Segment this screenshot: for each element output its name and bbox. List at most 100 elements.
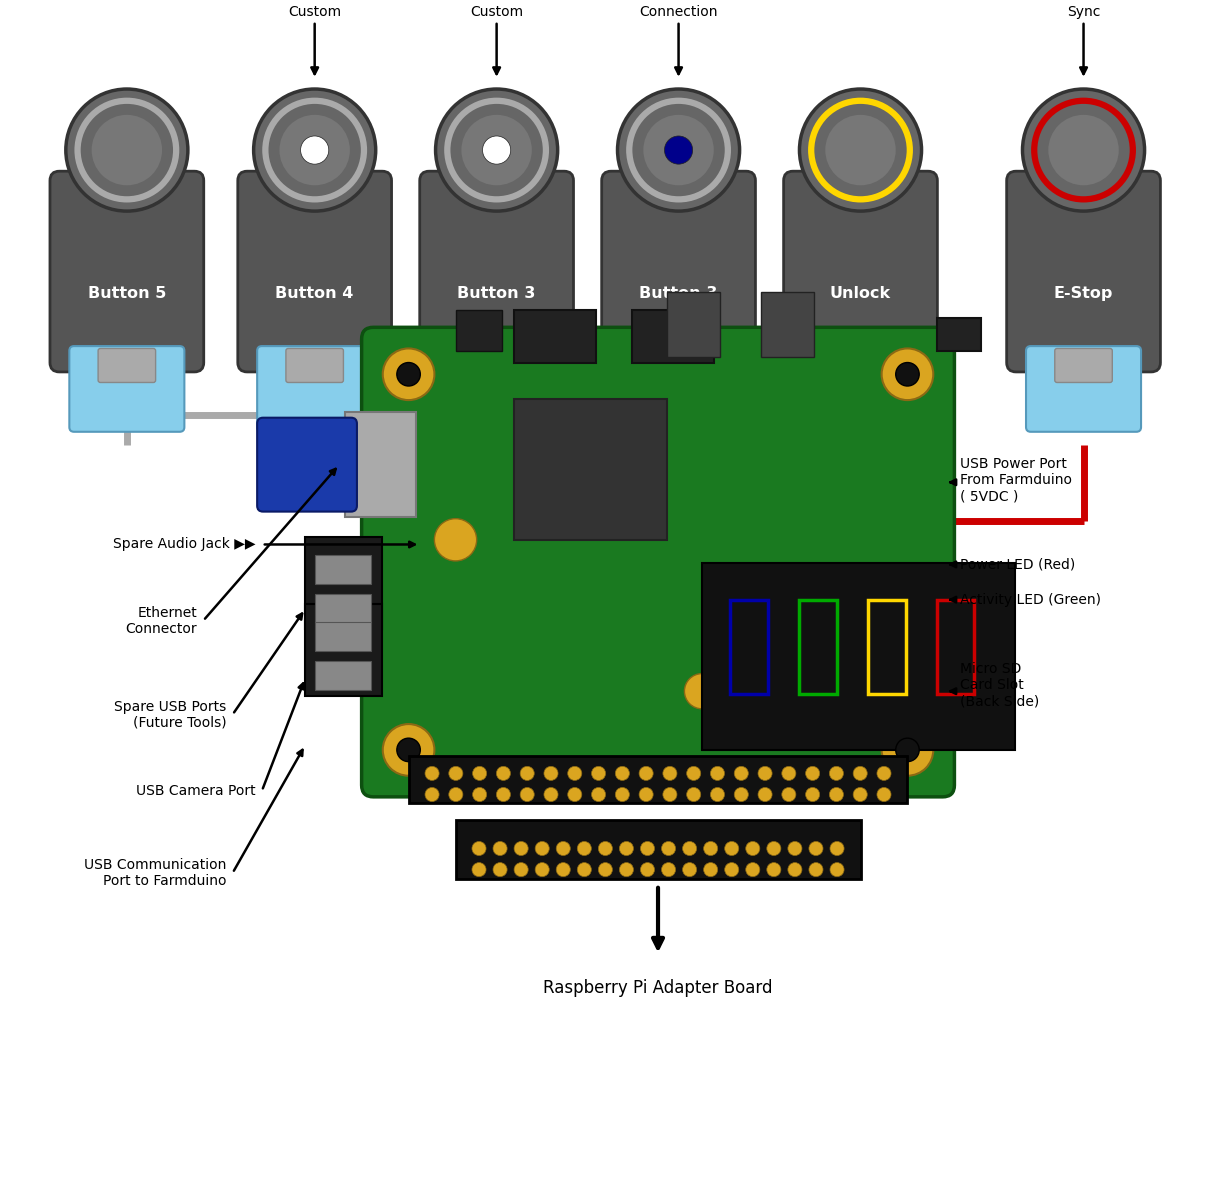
Text: USB Communication
Port to Farmduino: USB Communication Port to Farmduino <box>85 858 227 888</box>
Bar <box>409 756 907 802</box>
Circle shape <box>683 842 696 856</box>
Circle shape <box>492 842 507 856</box>
FancyBboxPatch shape <box>783 171 937 372</box>
Circle shape <box>492 863 507 877</box>
Text: Ethernet
Connector: Ethernet Connector <box>125 605 198 636</box>
Circle shape <box>577 863 592 877</box>
Text: Spare USB Ports
(Future Tools): Spare USB Ports (Future Tools) <box>114 699 227 730</box>
Circle shape <box>92 115 162 185</box>
Circle shape <box>425 787 440 801</box>
Circle shape <box>853 767 867 780</box>
Circle shape <box>664 137 693 164</box>
Bar <box>314 661 371 690</box>
FancyBboxPatch shape <box>50 171 204 372</box>
Circle shape <box>515 842 528 856</box>
Bar <box>515 310 597 362</box>
Circle shape <box>882 724 933 776</box>
Circle shape <box>397 362 420 386</box>
Circle shape <box>686 787 701 801</box>
Circle shape <box>830 863 844 877</box>
Bar <box>702 563 1016 750</box>
Circle shape <box>684 673 720 709</box>
Circle shape <box>725 842 739 856</box>
Circle shape <box>799 89 921 211</box>
Bar <box>937 318 981 351</box>
Text: Power LED (Red): Power LED (Red) <box>960 558 1076 571</box>
Circle shape <box>556 863 570 877</box>
Bar <box>314 594 371 623</box>
Text: Sync: Sync <box>1067 5 1100 19</box>
Circle shape <box>592 787 605 801</box>
Circle shape <box>829 767 844 780</box>
FancyBboxPatch shape <box>98 349 156 382</box>
Circle shape <box>619 842 634 856</box>
Circle shape <box>806 767 819 780</box>
Bar <box>631 310 713 362</box>
Circle shape <box>1023 89 1144 211</box>
Circle shape <box>734 767 748 780</box>
Circle shape <box>435 519 476 561</box>
Circle shape <box>592 767 605 780</box>
Circle shape <box>895 362 920 386</box>
Circle shape <box>788 842 802 856</box>
Circle shape <box>809 842 823 856</box>
FancyBboxPatch shape <box>257 347 372 432</box>
Circle shape <box>473 767 486 780</box>
Bar <box>314 622 371 652</box>
Text: Button 3: Button 3 <box>640 286 717 300</box>
Circle shape <box>462 115 532 185</box>
Text: Activity LED (Green): Activity LED (Green) <box>960 592 1102 607</box>
Circle shape <box>473 787 486 801</box>
Circle shape <box>301 137 329 164</box>
Circle shape <box>895 738 920 762</box>
Circle shape <box>806 787 819 801</box>
Text: Custom: Custom <box>289 5 341 19</box>
Bar <box>667 292 720 356</box>
Bar <box>515 399 667 540</box>
Circle shape <box>782 767 796 780</box>
Circle shape <box>544 787 558 801</box>
Text: Unlock: Unlock <box>830 286 892 300</box>
Text: USB Camera Port: USB Camera Port <box>136 783 255 798</box>
Circle shape <box>766 842 781 856</box>
FancyBboxPatch shape <box>1027 347 1141 432</box>
Circle shape <box>567 767 582 780</box>
Circle shape <box>663 767 677 780</box>
Circle shape <box>544 767 558 780</box>
Bar <box>760 292 814 356</box>
Circle shape <box>472 842 486 856</box>
Circle shape <box>1049 115 1119 185</box>
Text: Raspberry Pi Adapter Board: Raspberry Pi Adapter Board <box>543 979 772 997</box>
FancyBboxPatch shape <box>602 171 755 372</box>
Text: Custom: Custom <box>470 5 523 19</box>
Circle shape <box>535 842 549 856</box>
Circle shape <box>788 863 802 877</box>
Bar <box>799 599 836 693</box>
Circle shape <box>483 137 511 164</box>
Bar <box>456 820 861 880</box>
Bar <box>456 310 502 351</box>
Circle shape <box>383 724 435 776</box>
FancyBboxPatch shape <box>257 418 357 512</box>
FancyBboxPatch shape <box>69 347 184 432</box>
Circle shape <box>598 863 613 877</box>
Circle shape <box>704 863 717 877</box>
Bar <box>306 538 382 629</box>
Circle shape <box>397 738 420 762</box>
Circle shape <box>615 767 630 780</box>
Text: E-Stop: E-Stop <box>1054 286 1114 300</box>
Circle shape <box>830 842 844 856</box>
Circle shape <box>643 115 713 185</box>
Circle shape <box>254 89 376 211</box>
Circle shape <box>521 767 534 780</box>
Circle shape <box>615 787 630 801</box>
Text: Button 3: Button 3 <box>457 286 535 300</box>
Circle shape <box>515 863 528 877</box>
Circle shape <box>662 842 675 856</box>
FancyBboxPatch shape <box>286 349 344 382</box>
Circle shape <box>448 767 463 780</box>
Circle shape <box>745 863 760 877</box>
FancyBboxPatch shape <box>468 349 526 382</box>
Circle shape <box>496 787 511 801</box>
Circle shape <box>598 842 613 856</box>
